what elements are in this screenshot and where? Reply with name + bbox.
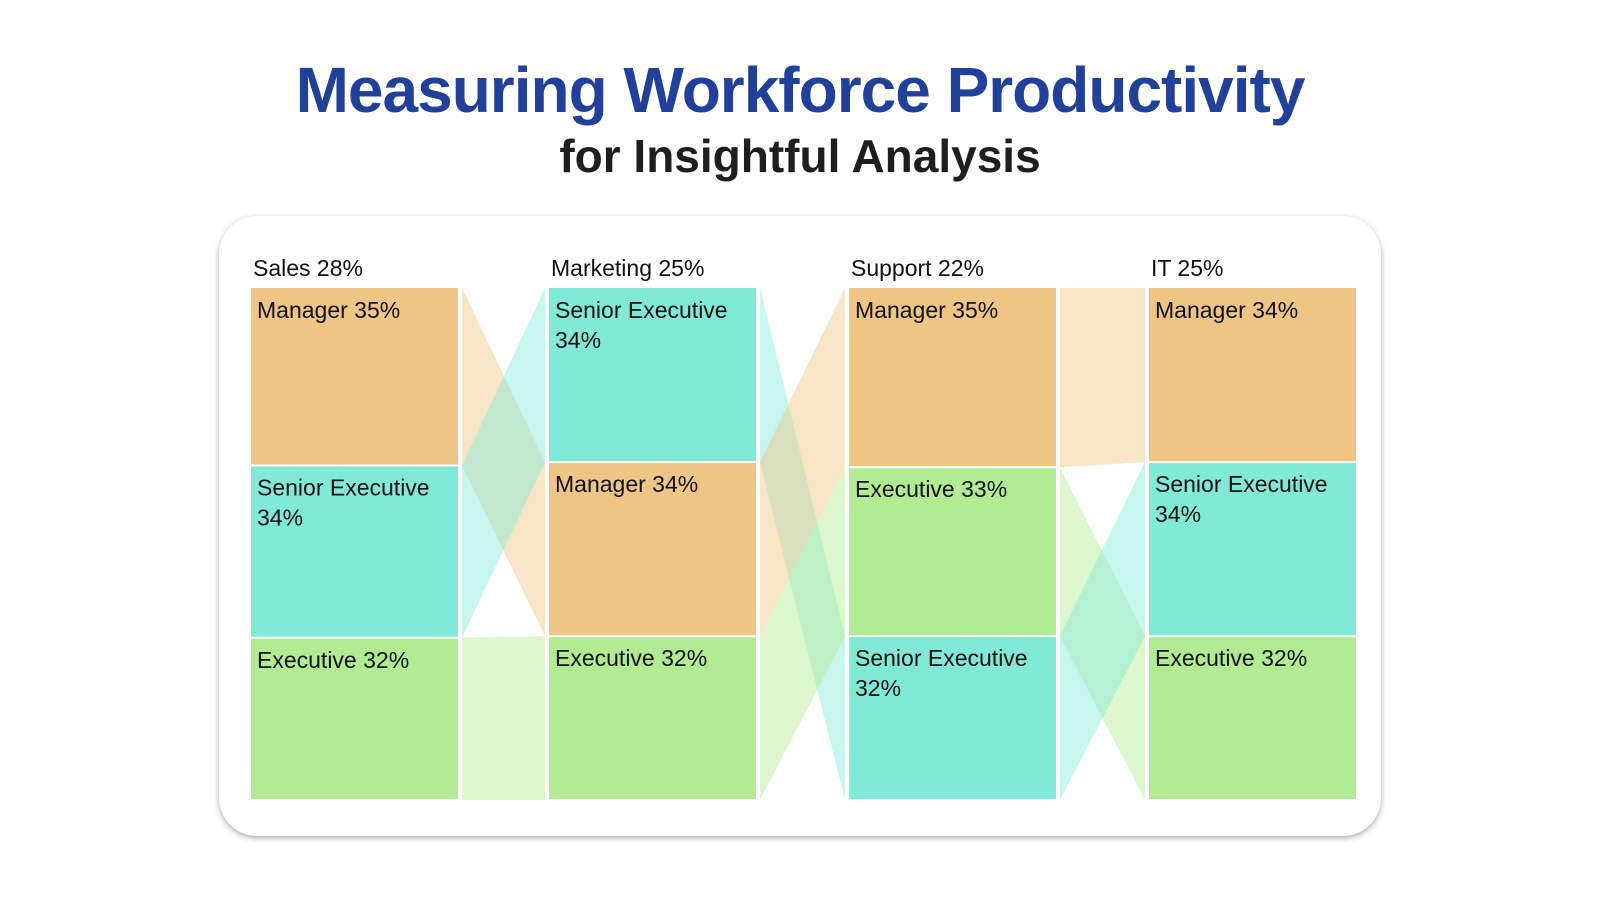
segment-label-sales-manager: Manager 35% (257, 297, 400, 323)
column-marketing: Marketing 25% Senior Executive 34% Manager … (549, 255, 756, 799)
column-it: IT 25% Manager 34% Senior Executive 34% Exec… (1149, 255, 1356, 799)
bar-support-senior-executive (849, 637, 1056, 799)
flow-marketing-to-support-executive (760, 467, 845, 800)
bar-sales-executive (251, 638, 458, 799)
bar-it-executive (1149, 637, 1356, 799)
bar-support-manager (849, 288, 1056, 467)
segment-label-it-manager: Manager 34% (1155, 297, 1298, 323)
column-title-sales: Sales 28% (253, 255, 363, 281)
segment-label-marketing-executive: Executive 32% (555, 645, 707, 671)
segment-label-it-executive: Executive 32% (1155, 645, 1307, 671)
segment-label-sales-executive: Executive 32% (257, 647, 409, 673)
segment-label-support-senior-executive: Senior Executive 32% (855, 645, 1028, 701)
flows (462, 288, 1145, 800)
segment-label-marketing-senior-executive: Senior Executive 34% (555, 297, 728, 353)
column-title-marketing: Marketing 25% (551, 255, 704, 281)
page-title: Measuring Workforce Productivity (295, 54, 1306, 126)
bar-it-senior-executive (1149, 463, 1356, 636)
bar-marketing-executive (549, 637, 756, 799)
bar-sales-senior-executive (251, 466, 458, 637)
flow-support-to-it-executive (1060, 467, 1145, 800)
bar-marketing-senior-executive (549, 288, 756, 462)
flow-marketing-to-support-senior-executive (760, 288, 845, 800)
segment-label-it-senior-executive: Senior Executive 34% (1155, 471, 1328, 527)
segment-label-marketing-manager: Manager 34% (555, 471, 698, 497)
flow-sales-to-marketing-senior-executive (462, 288, 545, 638)
column-title-support: Support 22% (851, 255, 984, 281)
column-sales: Sales 28% Manager 35% Senior Executive 34% E… (251, 255, 458, 799)
bar-marketing-manager (549, 463, 756, 636)
segment-label-support-manager: Manager 35% (855, 297, 998, 323)
segment-label-support-executive: Executive 33% (855, 476, 1007, 502)
flow-sales-to-marketing-manager (462, 288, 545, 637)
bar-sales-manager (251, 288, 458, 465)
flow-support-to-it-senior-executive (1060, 462, 1145, 800)
flow-support-to-it-manager (1060, 288, 1145, 468)
segment-label-sales-senior-executive: Senior Executive 34% (257, 474, 430, 530)
bar-it-manager (1149, 288, 1356, 462)
bar-support-executive (849, 468, 1056, 636)
page-subtitle: for Insightful Analysis (559, 130, 1041, 182)
flow-marketing-to-support-manager (760, 288, 845, 637)
flow-sales-to-marketing-executive (462, 636, 545, 800)
column-title-it: IT 25% (1151, 255, 1223, 281)
column-support: Support 22% Manager 35% Executive 33% Senio… (849, 255, 1056, 799)
